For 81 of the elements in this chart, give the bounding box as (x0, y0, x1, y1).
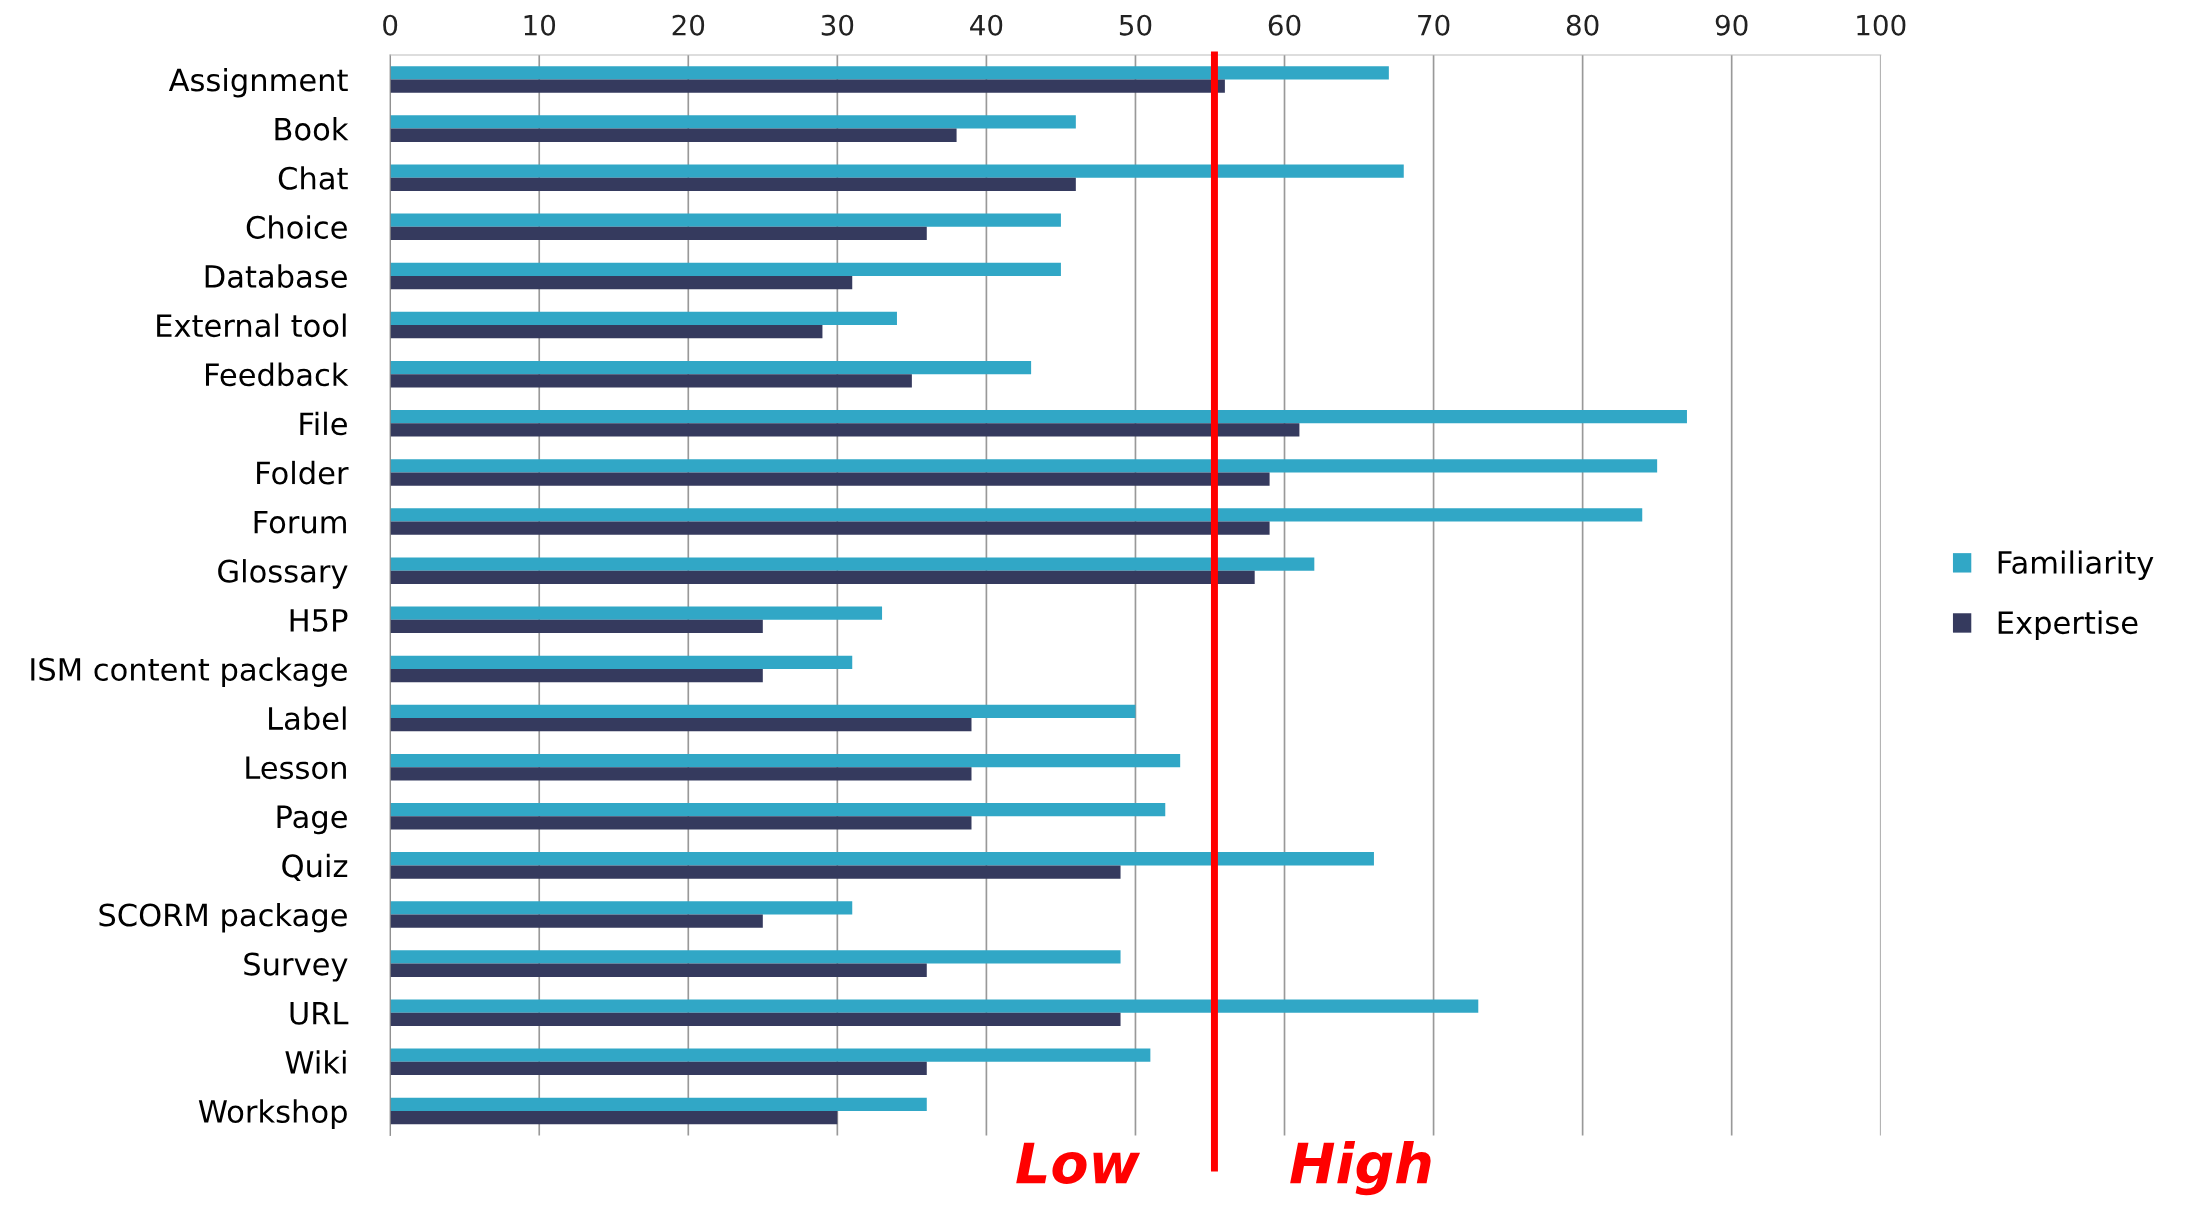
bar (390, 325, 823, 339)
bar (390, 374, 912, 388)
bar (390, 668, 763, 683)
bar (390, 914, 763, 928)
bar (390, 606, 883, 620)
bar (390, 718, 972, 732)
bar (390, 999, 1479, 1013)
y-tick-label: Choice (246, 215, 347, 239)
x-tick-label: 10 (524, 14, 556, 36)
bar (390, 655, 853, 669)
bar (390, 360, 1032, 375)
y-tick-label: Workshop (198, 1099, 347, 1129)
bar (390, 115, 1076, 129)
bar (390, 311, 897, 326)
text: Low (1016, 1142, 1141, 1184)
y-tick-label: Database (205, 264, 347, 289)
y-tick-label: Quiz (282, 853, 348, 881)
bar (390, 79, 1225, 93)
y-tick-label: Chat (278, 166, 348, 190)
bar (390, 816, 972, 830)
x-tick-label: 50 (1119, 14, 1152, 36)
y-tick-label: External tool (157, 313, 346, 338)
bar (390, 1097, 927, 1111)
bar (390, 852, 1374, 866)
x-tick-label: 80 (1566, 14, 1599, 36)
x-tick-label: 40 (970, 14, 1003, 36)
y-tick-label: H5P (290, 609, 348, 632)
bar (390, 177, 1076, 191)
y-tick-label: Assignment (168, 67, 348, 98)
y-tick-label: SCORM package (99, 902, 347, 933)
bar (390, 963, 927, 977)
y-tick-label: Wiki (285, 1050, 346, 1074)
text: High (1290, 1140, 1431, 1196)
x-tick-label: 30 (821, 14, 854, 36)
bar (390, 66, 1389, 80)
y-tick-label: Glossary (218, 559, 348, 589)
bar (390, 508, 1643, 522)
bar (390, 704, 1136, 719)
y-tick-label: Forum (254, 510, 346, 534)
legend-label: Expertise (1998, 610, 2138, 641)
bar (390, 1110, 838, 1125)
bar (390, 164, 1404, 178)
x-tick-label: 100 (1857, 14, 1906, 36)
bar (390, 423, 1300, 437)
y-tick-label: Feedback (206, 362, 349, 387)
x-tick-label: 70 (1418, 14, 1450, 36)
y-tick-label: Folder (257, 460, 349, 485)
y-tick-label: ISM content package (31, 657, 347, 687)
bar (390, 1061, 927, 1076)
bar (390, 767, 972, 781)
bar (390, 213, 1061, 227)
bar (390, 1012, 1121, 1026)
bar (390, 557, 1315, 571)
y-tick-label: Label (269, 706, 346, 731)
x-tick-label: 20 (672, 14, 705, 36)
y-tick-label: Page (277, 805, 347, 835)
bar (390, 950, 1121, 964)
y-tick-label: Lesson (246, 756, 346, 780)
bar (390, 521, 1270, 535)
bar (390, 1048, 1151, 1062)
bar (390, 619, 763, 634)
bar (390, 803, 1166, 817)
bar (390, 865, 1121, 879)
x-tick-label: 60 (1268, 14, 1301, 36)
bar (390, 459, 1658, 473)
bar (390, 753, 1181, 768)
bar (390, 472, 1270, 486)
bar (390, 570, 1255, 584)
y-tick-label: URL (290, 1002, 349, 1025)
bar (390, 128, 957, 142)
bar (390, 901, 853, 915)
bar (390, 410, 1687, 424)
bar (390, 262, 1061, 276)
x-tick-label: 0 (383, 14, 398, 36)
bar (390, 275, 853, 290)
bar (390, 226, 927, 241)
y-tick-label: Book (275, 117, 349, 141)
x-tick-label: 90 (1715, 14, 1748, 36)
y-tick-label: Survey (244, 952, 348, 982)
y-tick-label: File (300, 411, 347, 436)
legend-label: Familiarity (1998, 550, 2154, 580)
